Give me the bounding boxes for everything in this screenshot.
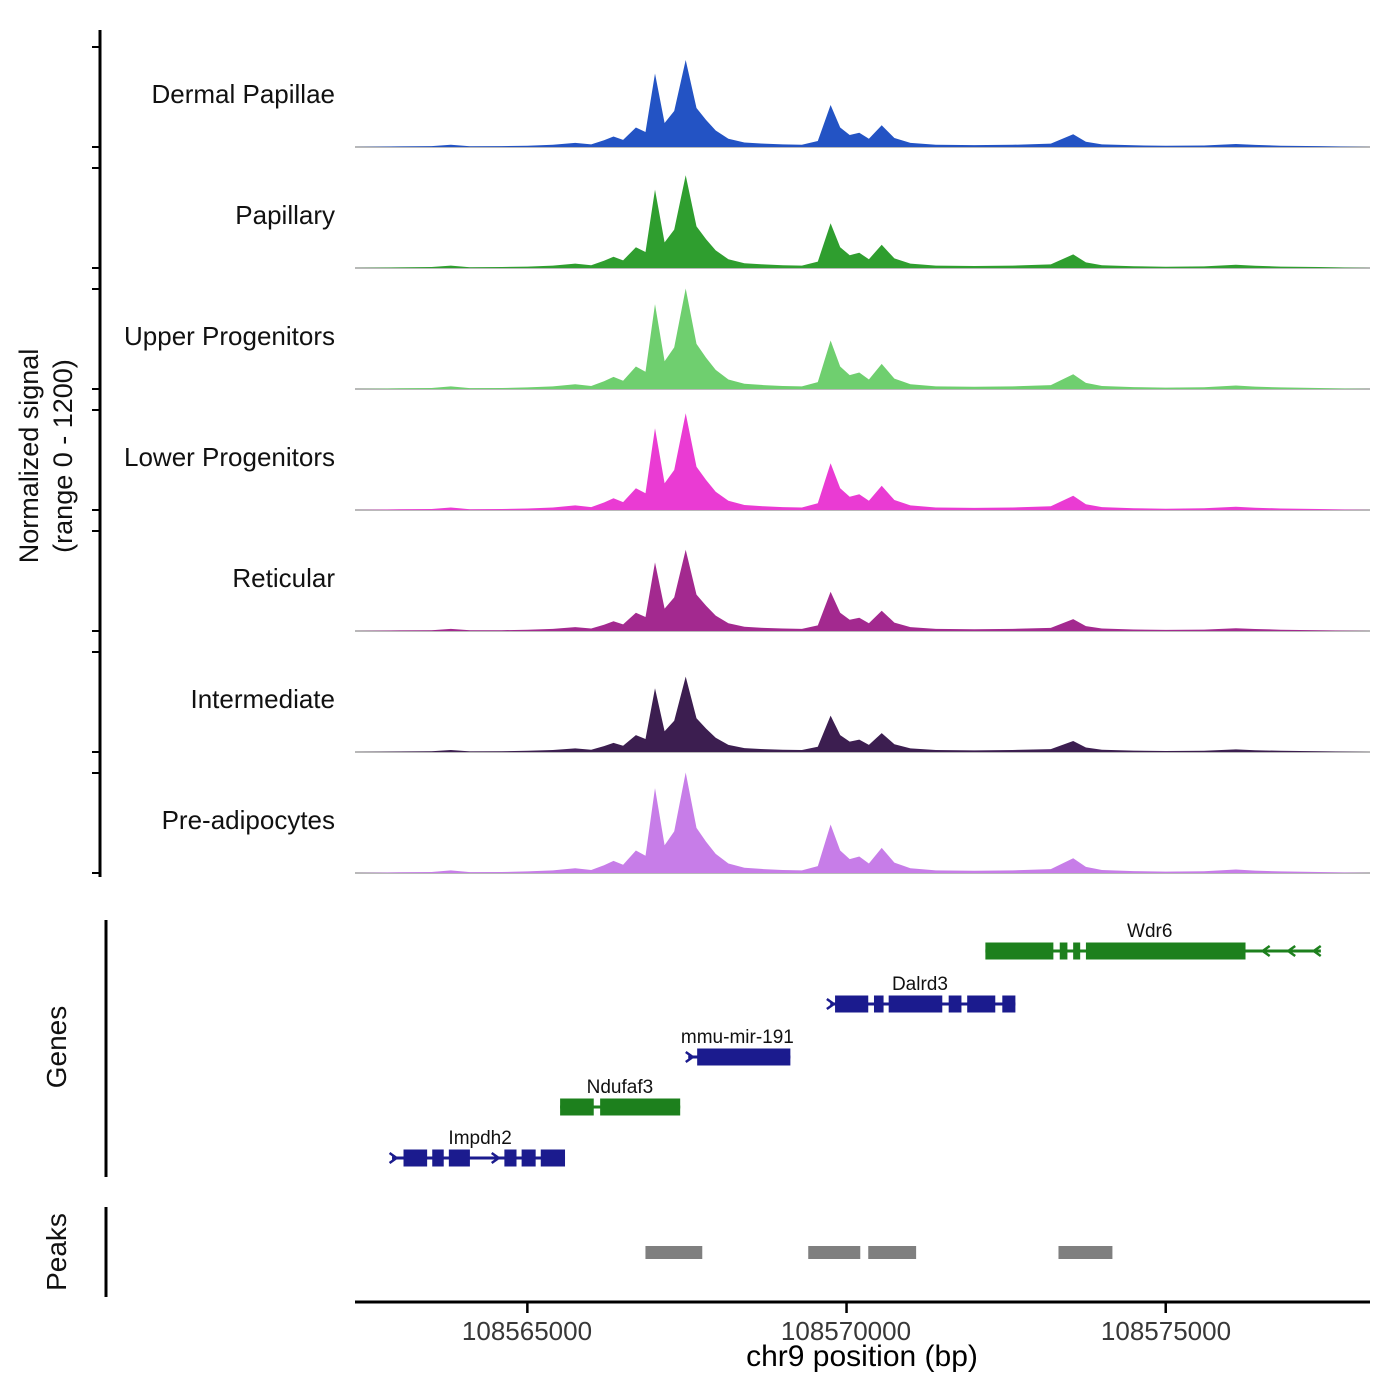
gene-label-dalrd3: Dalrd3 <box>891 974 948 995</box>
track-label-lower-progenitors: Lower Progenitors <box>124 442 335 472</box>
gene-exon-impdh2 <box>403 1149 428 1167</box>
peak-region <box>868 1246 917 1259</box>
track-label-intermediate: Intermediate <box>190 684 335 714</box>
gene-exon-wdr6 <box>1073 942 1081 960</box>
track-label-dermal-papillae: Dermal Papillae <box>151 79 335 109</box>
gene-strand-arrow-impdh2 <box>388 1151 399 1165</box>
peak-region <box>645 1246 703 1259</box>
gene-strand-arrow-mmu-mir-191 <box>685 1050 695 1064</box>
gene-exon-dalrd3 <box>873 995 884 1013</box>
gene-label-impdh2: Impdh2 <box>448 1128 512 1149</box>
gene-exon-impdh2 <box>432 1149 444 1167</box>
gene-exon-dalrd3 <box>1002 995 1016 1013</box>
signal-track-papillary <box>355 175 1370 268</box>
signal-track-reticular <box>355 549 1370 631</box>
x-axis-title: chr9 position (bp) <box>746 1340 978 1373</box>
gene-exon-dalrd3 <box>948 995 962 1013</box>
gene-exon-wdr6 <box>1085 942 1246 960</box>
gene-exon-dalrd3 <box>967 995 996 1013</box>
gene-exon-mmu-mir-191 <box>697 1048 791 1066</box>
gene-exon-ndufaf3 <box>560 1098 594 1116</box>
gene-exon-impdh2 <box>504 1149 517 1167</box>
peaks-section-label: Peaks <box>41 1213 72 1291</box>
gene-strand-arrow-impdh2 <box>490 1151 501 1165</box>
gene-exon-ndufaf3 <box>600 1098 681 1116</box>
signal-track-dermal-papillae <box>355 60 1370 147</box>
gene-exon-dalrd3 <box>888 995 943 1013</box>
track-label-reticular: Reticular <box>232 563 335 593</box>
x-tick-label-1: 108565000 <box>461 1316 593 1346</box>
gene-strand-arrow-wdr6 <box>1286 944 1296 958</box>
gene-strand-arrow-dalrd3 <box>826 997 837 1011</box>
track-label-upper-progenitors: Upper Progenitors <box>124 321 335 351</box>
gene-exon-impdh2 <box>540 1149 566 1167</box>
track-label-pre-adipocytes: Pre-adipocytes <box>161 805 335 835</box>
gene-exon-dalrd3 <box>835 995 869 1013</box>
gene-exon-wdr6 <box>1059 942 1068 960</box>
gene-strand-arrow-wdr6 <box>1311 944 1322 958</box>
x-tick-label-3: 108575000 <box>1100 1316 1232 1346</box>
peak-region <box>808 1246 861 1259</box>
track-label-papillary: Papillary <box>235 200 335 230</box>
signal-track-intermediate <box>355 676 1370 752</box>
gene-exon-wdr6 <box>985 942 1054 960</box>
peak-region <box>1058 1246 1113 1259</box>
gene-strand-arrow-wdr6 <box>1260 944 1271 958</box>
gene-exon-impdh2 <box>448 1149 470 1167</box>
signal-track-upper-progenitors <box>355 288 1370 389</box>
gene-exon-impdh2 <box>521 1149 536 1167</box>
genes-section-label: Genes <box>41 1005 72 1089</box>
gene-label-mmu-mir-191: mmu-mir-191 <box>680 1027 794 1048</box>
signal-track-pre-adipocytes <box>355 772 1370 873</box>
x-tick-label-2: 108570000 <box>780 1316 912 1346</box>
gene-label-wdr6: Wdr6 <box>1127 921 1173 942</box>
gene-label-ndufaf3: Ndufaf3 <box>586 1077 654 1098</box>
signal-track-lower-progenitors <box>355 413 1370 510</box>
